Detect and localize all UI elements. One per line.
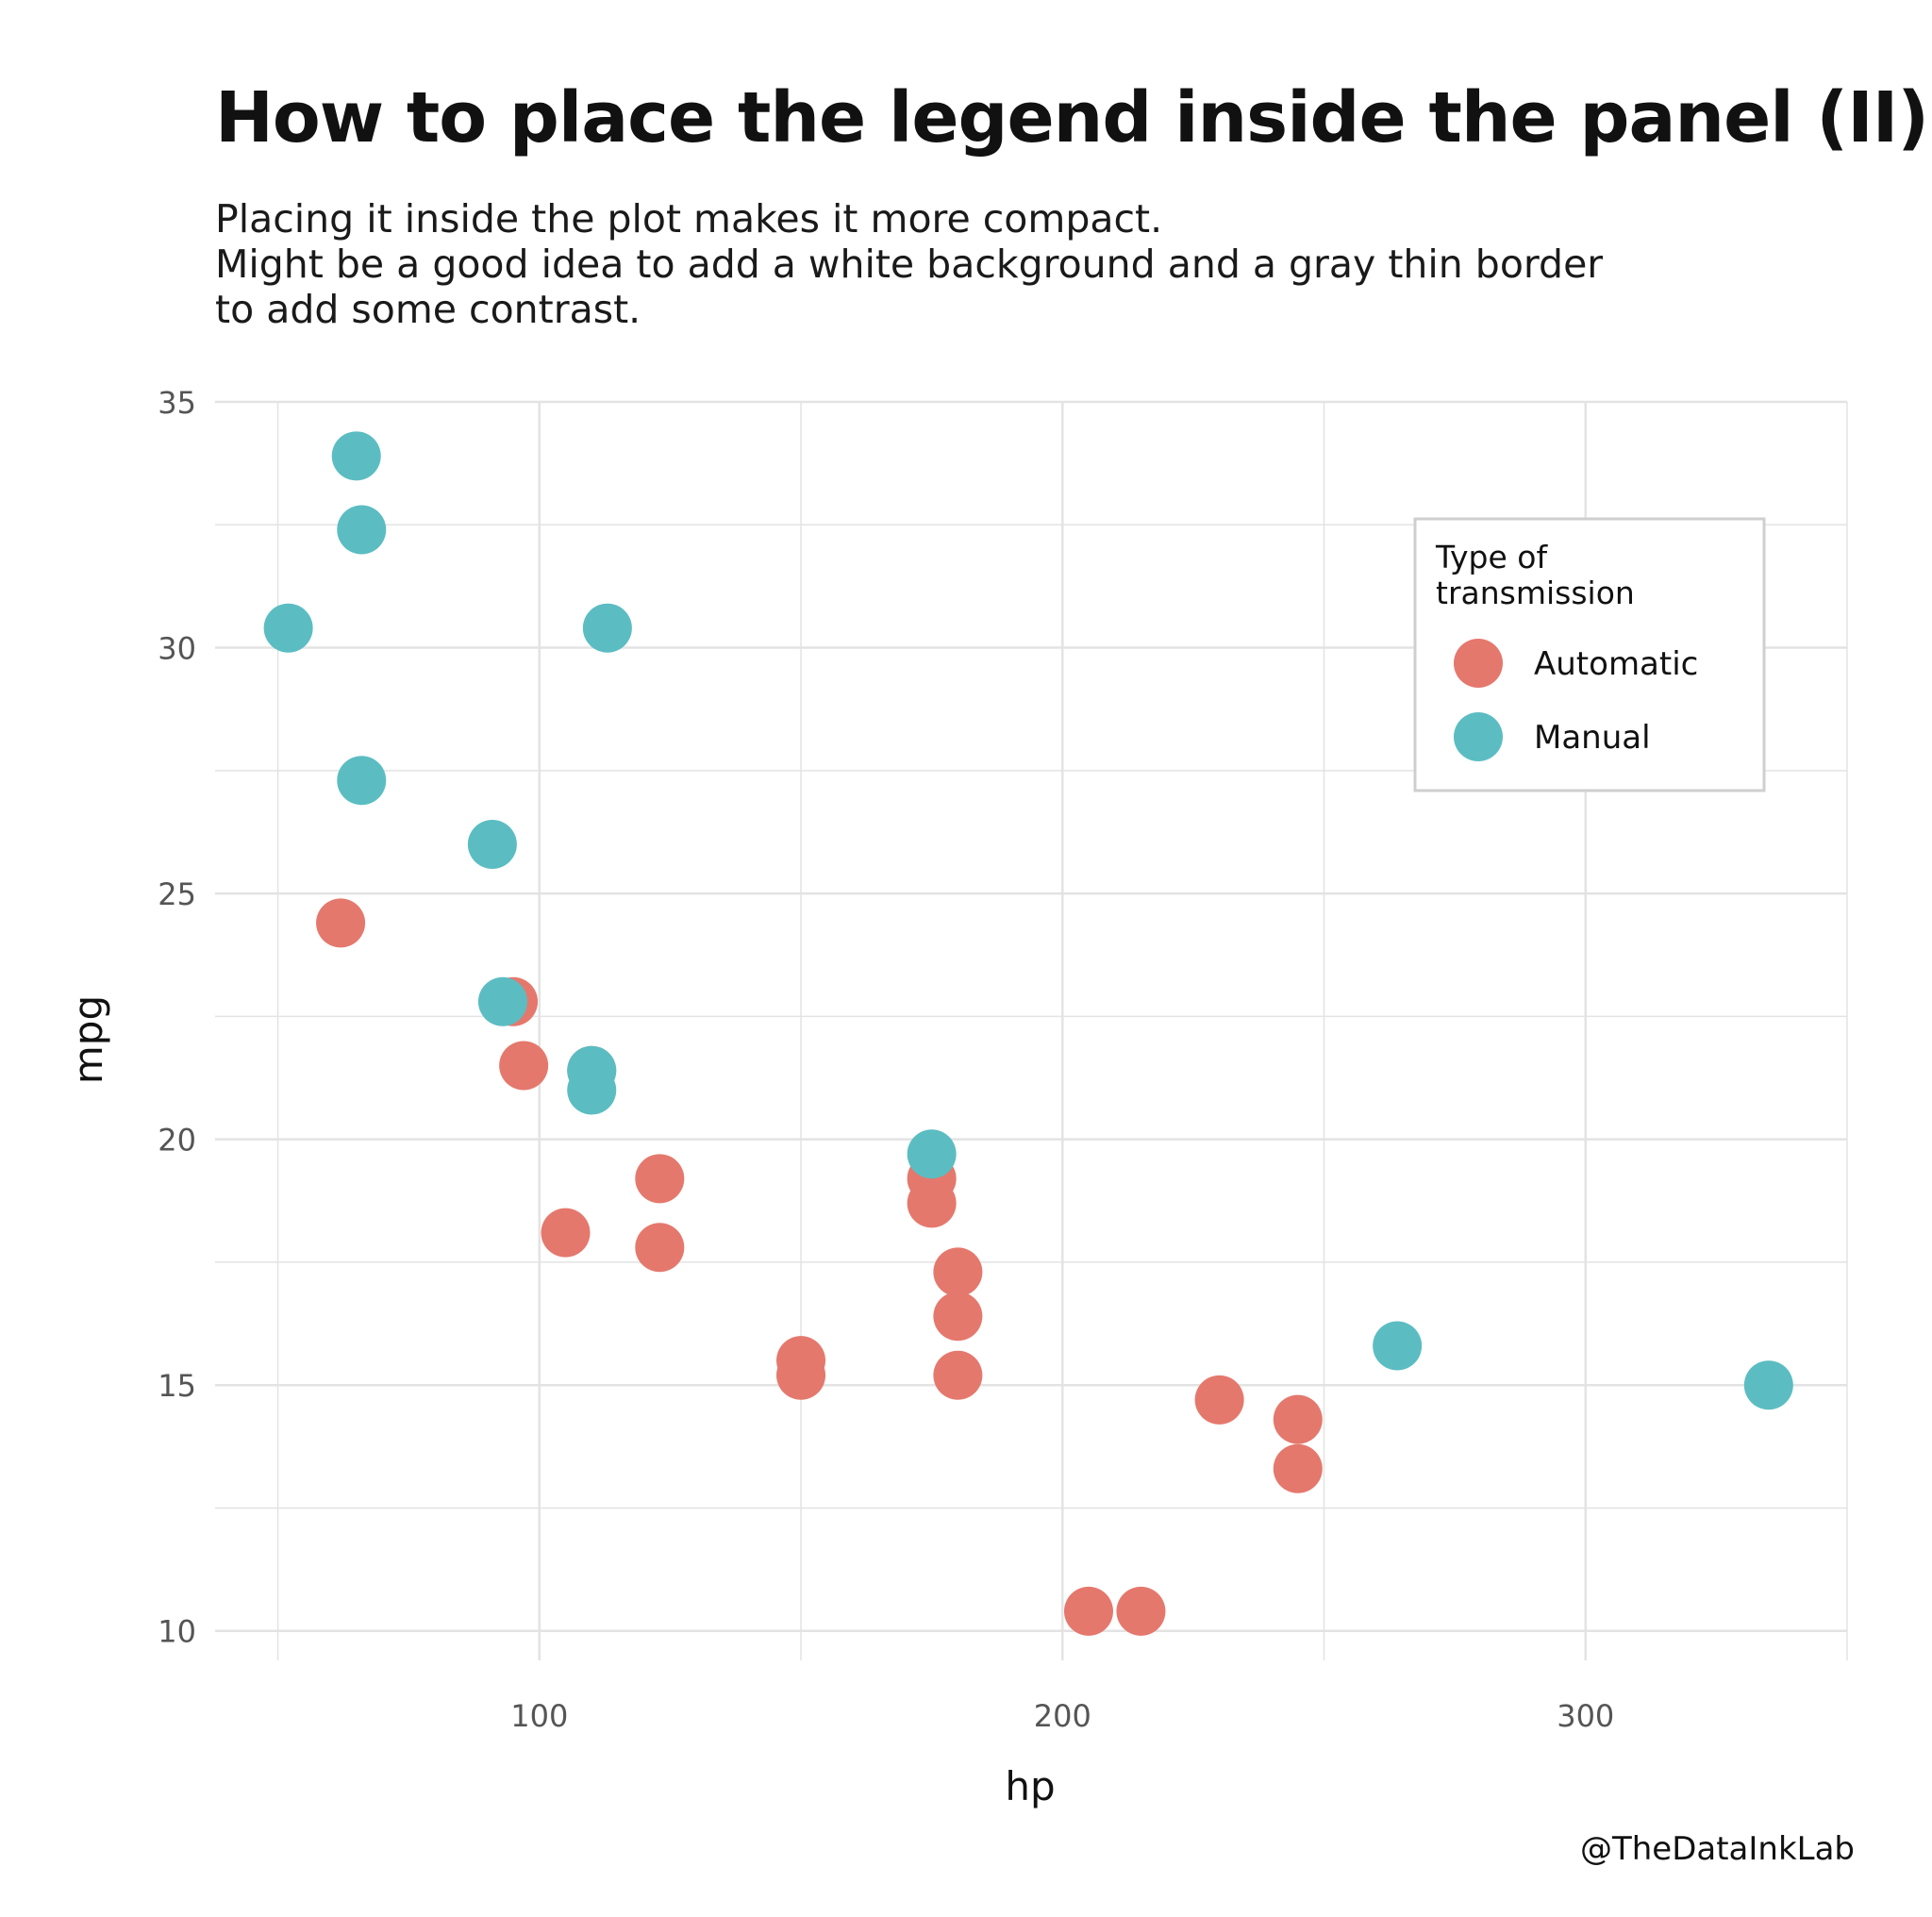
legend: Type of transmission Automatic Manual [1413, 517, 1766, 792]
y-tick-label: 35 [158, 385, 196, 421]
data-point-manual [1373, 1321, 1423, 1371]
y-tick-label: 10 [158, 1614, 196, 1650]
data-point-automatic [933, 1292, 983, 1342]
data-point-manual [567, 1045, 617, 1095]
data-point-automatic [316, 898, 366, 948]
y-axis-label: mpg [65, 995, 111, 1084]
data-point-manual [907, 1129, 957, 1179]
tick-labels: 10 15 20 25 30 35 100 200 300 [158, 385, 1614, 1734]
x-tick-label: 200 [1034, 1698, 1091, 1734]
y-tick-label: 15 [158, 1368, 196, 1404]
data-point-automatic [1273, 1394, 1323, 1444]
data-point-automatic [635, 1154, 685, 1204]
data-point-automatic [1194, 1375, 1244, 1425]
data-point-manual [337, 505, 387, 555]
legend-key-manual [1454, 712, 1503, 761]
data-point-manual [337, 756, 387, 806]
data-points [263, 431, 1793, 1636]
data-point-automatic [776, 1350, 826, 1400]
data-point-manual [1743, 1360, 1793, 1410]
data-point-manual [477, 976, 527, 1026]
legend-key-automatic [1454, 639, 1503, 688]
y-tick-label: 20 [158, 1123, 196, 1159]
caption: @TheDataInkLab [1579, 1830, 1855, 1868]
legend-items: Automatic Manual [1454, 639, 1698, 761]
data-point-automatic [635, 1223, 685, 1273]
y-tick-label: 25 [158, 876, 196, 912]
chart-subtitle: Placing it inside the plot makes it more… [215, 196, 1604, 332]
chart-title: How to place the legend inside the panel… [215, 77, 1929, 158]
y-tick-label: 30 [158, 631, 196, 667]
x-tick-label: 100 [510, 1698, 568, 1734]
data-point-automatic [1116, 1586, 1166, 1636]
data-point-manual [263, 603, 313, 653]
legend-title: Type of transmission [1435, 539, 1635, 611]
data-point-automatic [541, 1208, 591, 1258]
x-tick-label: 300 [1557, 1698, 1614, 1734]
legend-label-automatic: Automatic [1534, 645, 1698, 683]
data-point-automatic [933, 1247, 983, 1297]
data-point-automatic [1063, 1586, 1113, 1636]
data-point-automatic [907, 1178, 957, 1228]
legend-label-manual: Manual [1534, 719, 1651, 757]
x-axis-label: hp [1005, 1763, 1055, 1809]
data-point-automatic [1273, 1443, 1323, 1493]
data-point-automatic [933, 1350, 983, 1400]
data-point-manual [467, 819, 517, 869]
data-point-manual [331, 431, 381, 481]
data-point-manual [582, 603, 632, 653]
data-point-automatic [499, 1041, 549, 1091]
